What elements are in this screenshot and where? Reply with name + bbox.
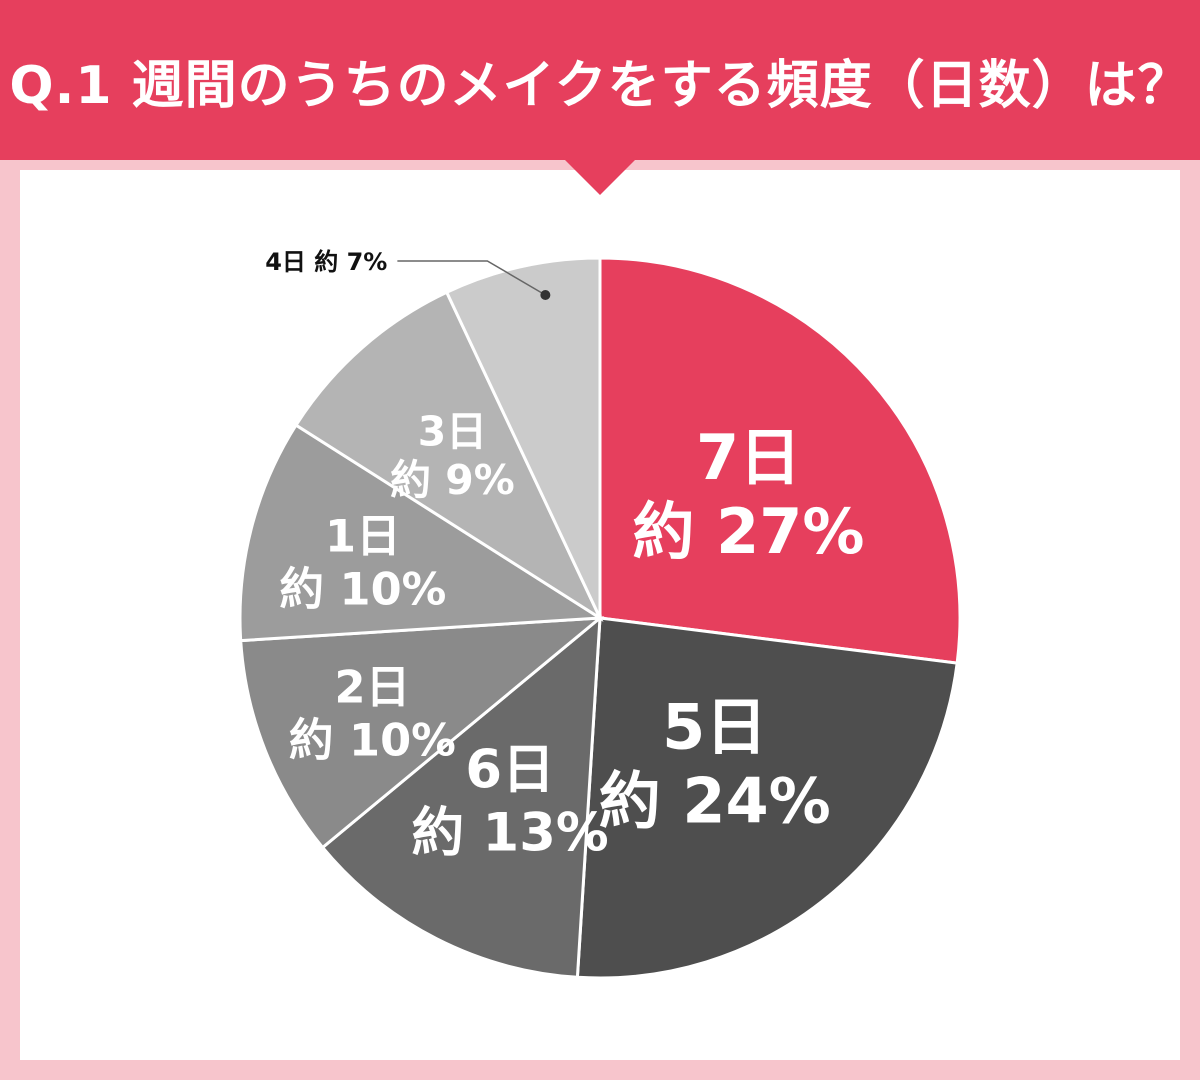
- slice-value-1: 約 10%: [279, 564, 446, 616]
- banner-pointer: [563, 158, 637, 195]
- pie-slice-3: [293, 290, 604, 623]
- pie-slice-5: [575, 616, 959, 980]
- callout-leader-line: [397, 260, 546, 296]
- pie-labels: 7日約 27%5日約 24%6日約 13%2日約 10%1日約 10%3日約 9…: [265, 248, 864, 864]
- slice-value-7: 約 27%: [633, 495, 865, 568]
- slice-label-3: 3日: [418, 407, 487, 455]
- page-title: Q.1 週間のうちのメイクをする頻度（日数）は？: [9, 55, 1191, 116]
- pie-slices: [238, 256, 962, 980]
- pie-slice-2: [239, 616, 605, 850]
- pie-slice-7: [598, 256, 962, 665]
- slice-label-5: 5日: [662, 691, 767, 764]
- pie-slice-1: [238, 423, 605, 643]
- pie-slice-6: [320, 614, 602, 979]
- slice-value-6: 約 13%: [412, 803, 609, 864]
- slice-label-7: 7日: [696, 421, 801, 494]
- slice-label-6: 6日: [465, 740, 554, 801]
- slice-value-5: 約 24%: [599, 765, 831, 838]
- slice-label-1: 1日: [325, 510, 401, 562]
- slice-label-2: 2日: [335, 661, 411, 713]
- callout-dot: [540, 289, 551, 300]
- slice-value-3: 約 9%: [390, 456, 515, 504]
- callout-label-4: 4日 約 7%: [265, 248, 387, 276]
- slice-value-2: 約 10%: [289, 715, 456, 767]
- pie-slice-4: [444, 256, 602, 619]
- title-banner: [0, 0, 1200, 160]
